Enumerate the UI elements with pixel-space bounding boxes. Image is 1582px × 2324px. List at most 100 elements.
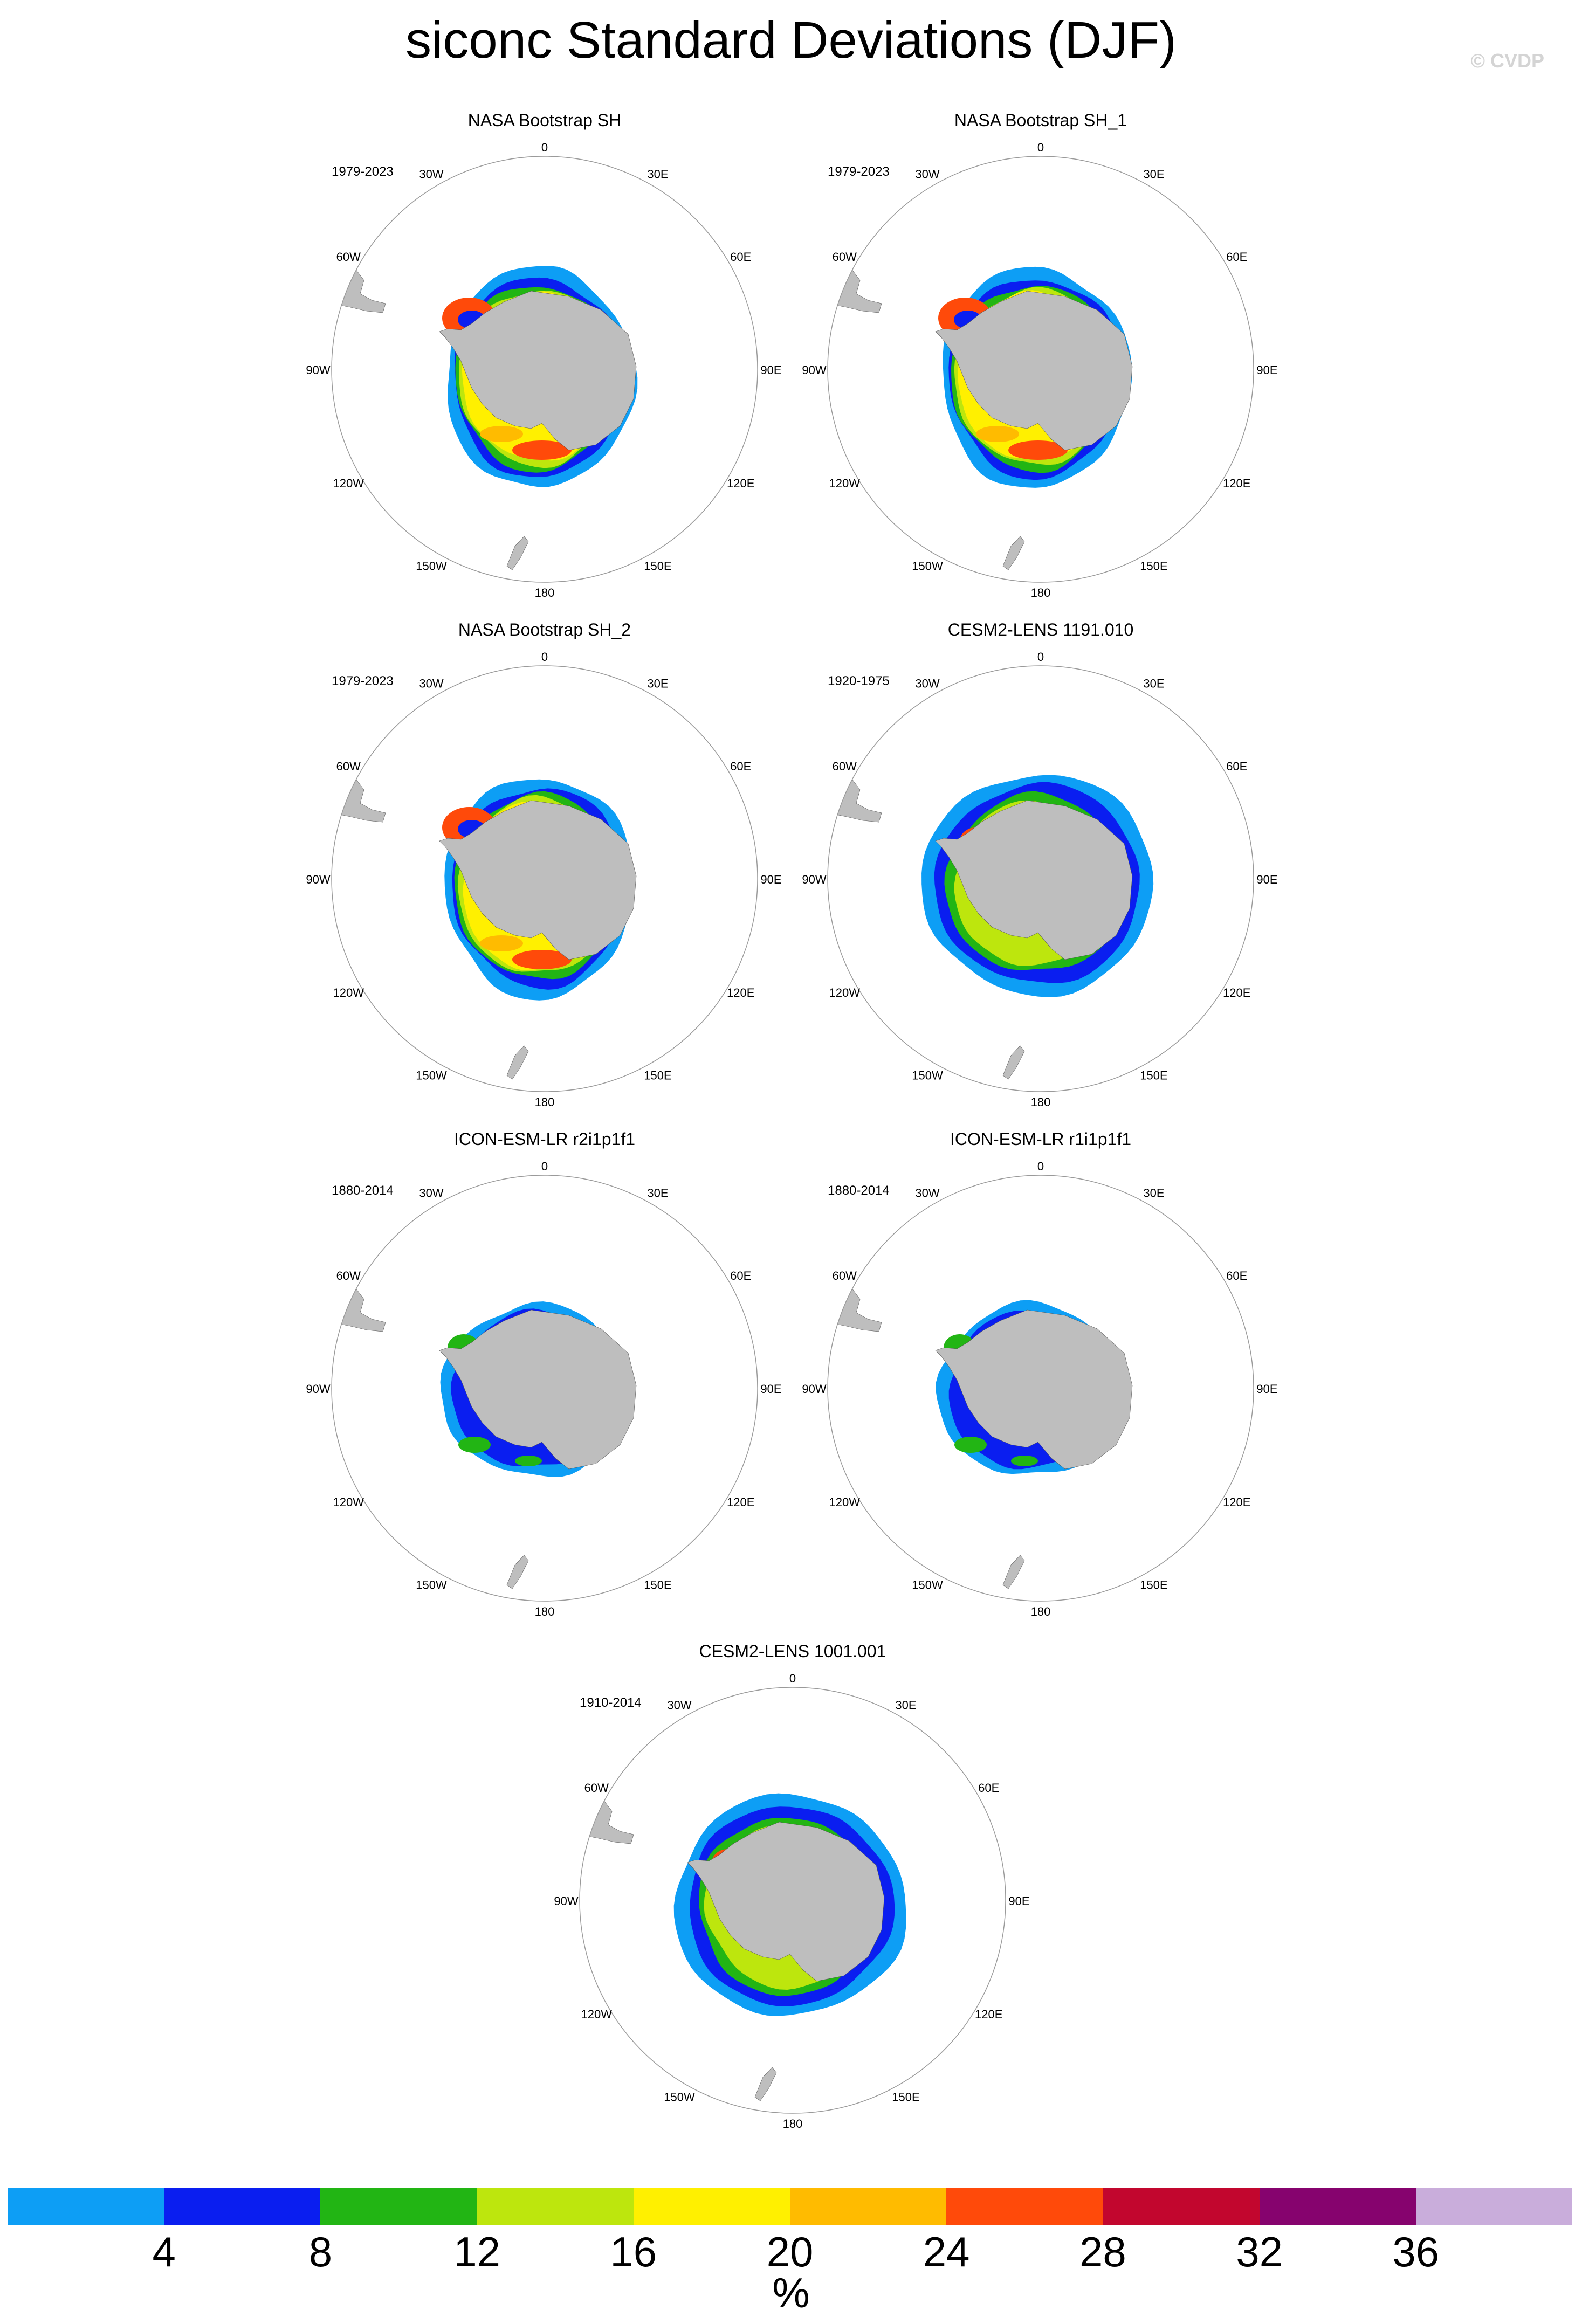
- longitude-label: 90E: [1256, 1382, 1277, 1396]
- longitude-label: 120E: [975, 2008, 1002, 2021]
- colorbar-tick-label: 16: [610, 2228, 657, 2275]
- new-zealand-landmass: [754, 2067, 777, 2101]
- longitude-label: 90W: [554, 1894, 578, 1908]
- ice-std-hotspot: [480, 935, 523, 951]
- south-america-landmass: [828, 778, 882, 823]
- colorbar-tick-label: 36: [1392, 2228, 1440, 2275]
- longitude-label: 30E: [1143, 1186, 1164, 1199]
- new-zealand-landmass: [1002, 1555, 1025, 1589]
- longitude-label: 150W: [912, 560, 943, 573]
- longitude-label: 180: [535, 1605, 555, 1618]
- colorbar-swatch: [946, 2188, 1103, 2225]
- longitude-label: 150W: [664, 2091, 695, 2104]
- cvdp-watermark: © CVDP: [1470, 50, 1544, 72]
- map-panel: CESM2-LENS 1191.010 1920-1975 0 30E 60E 90E 12…: [771, 620, 1310, 1121]
- longitude-label: 30E: [895, 1698, 916, 1712]
- longitude-label: 60E: [730, 1269, 751, 1282]
- map-panel: NASA Bootstrap SH_1 1979-2023 0 30E 60E 90E 12…: [771, 111, 1310, 612]
- colorbar-tick-label: 28: [1079, 2228, 1126, 2275]
- longitude-label: 60W: [584, 1781, 609, 1795]
- map-boundary: [827, 1175, 1254, 1602]
- sea-ice-field: [828, 1288, 1133, 1589]
- longitude-label: 0: [1037, 141, 1044, 154]
- antarctica-landmass: [935, 800, 1133, 960]
- ice-std-hotspot: [458, 1437, 491, 1453]
- longitude-label: 90W: [306, 873, 330, 886]
- longitude-label: 60W: [833, 1269, 857, 1282]
- longitude-label: 30W: [915, 677, 939, 690]
- colorbar-swatch: [320, 2188, 477, 2225]
- ice-std-hotspot: [1008, 440, 1068, 460]
- map-boundary: [827, 156, 1254, 583]
- longitude-label: 60W: [833, 760, 857, 773]
- longitude-label: 150E: [1140, 1069, 1167, 1082]
- longitude-label: 120W: [333, 986, 364, 999]
- longitude-label: 180: [535, 586, 555, 599]
- longitude-label: 0: [1037, 1160, 1044, 1173]
- panel-title: CESM2-LENS 1001.001: [699, 1642, 886, 1661]
- ice-std-hotspot: [512, 950, 572, 969]
- new-zealand-landmass: [506, 1045, 529, 1080]
- longitude-label: 30W: [667, 1698, 691, 1712]
- sea-ice-field: [828, 266, 1133, 570]
- longitude-label: 60E: [1226, 250, 1247, 264]
- longitude-label: 120W: [829, 986, 861, 999]
- longitude-label: 120W: [333, 477, 364, 490]
- map-boundary: [331, 1175, 758, 1602]
- longitude-label: 30W: [419, 1186, 443, 1199]
- longitude-label: 150W: [416, 1578, 447, 1592]
- antarctica-landmass: [439, 291, 637, 451]
- colorbar-tick-label: 32: [1236, 2228, 1283, 2275]
- colorbar-swatch: [790, 2188, 947, 2225]
- map-panel: NASA Bootstrap SH 1979-2023 0 30E 60E 90E 120E…: [275, 111, 814, 612]
- ice-std-hotspot: [480, 426, 523, 442]
- new-zealand-landmass: [506, 1555, 529, 1589]
- antarctica-landmass: [439, 800, 637, 960]
- longitude-label: 0: [541, 650, 548, 664]
- longitude-label: 150E: [644, 560, 671, 573]
- panel-period: 1910-2014: [580, 1695, 642, 1710]
- longitude-label: 60E: [1226, 760, 1247, 773]
- colorbar-swatch: [633, 2188, 790, 2225]
- longitude-label: 120E: [1223, 1495, 1250, 1509]
- longitude-label: 90E: [760, 873, 781, 886]
- colorbar-swatch: [477, 2188, 634, 2225]
- longitude-label: 30E: [1143, 167, 1164, 181]
- longitude-label: 60W: [833, 250, 857, 264]
- panel-period: 1920-1975: [828, 674, 890, 688]
- colorbar-tick-labels: 4 8 12 16 20 24 28 32 36: [8, 2228, 1572, 2276]
- longitude-label: 90E: [1008, 1894, 1029, 1908]
- longitude-label: 90E: [760, 363, 781, 377]
- longitude-label: 180: [783, 2117, 803, 2130]
- longitude-label: 60W: [336, 1269, 361, 1282]
- longitude-label: 0: [1037, 650, 1044, 664]
- longitude-label: 180: [1031, 586, 1051, 599]
- polar-map: 0 30E 60E 90E 120E 150E 180 150W 120W 90W 60W 30W: [306, 1160, 781, 1618]
- sea-ice-field: [332, 266, 638, 570]
- map-panel: CESM2-LENS 1001.001 1910-2014 0 30E 60E 90E 12…: [523, 1642, 1062, 2143]
- longitude-label: 0: [541, 141, 548, 154]
- ice-std-hotspot: [512, 440, 572, 460]
- panel-title: ICON-ESM-LR r1i1p1f1: [950, 1129, 1132, 1149]
- antarctica-landmass: [687, 1822, 885, 1982]
- antarctica-landmass: [935, 291, 1133, 451]
- colorbar-units: %: [772, 2269, 810, 2316]
- longitude-label: 120W: [333, 1495, 364, 1509]
- colorbar-tick-label: 24: [923, 2228, 970, 2275]
- longitude-label: 90E: [1256, 363, 1277, 377]
- longitude-label: 30E: [647, 1186, 668, 1199]
- colorbar-tick-label: 8: [308, 2228, 333, 2275]
- longitude-label: 60W: [336, 250, 361, 264]
- longitude-label: 120E: [727, 986, 754, 999]
- map-panel: NASA Bootstrap SH_2 1979-2023 0 30E 60E 90E 12…: [275, 620, 814, 1121]
- panel-title: NASA Bootstrap SH_1: [954, 111, 1127, 130]
- longitude-label: 90W: [802, 1382, 826, 1396]
- antarctica-landmass: [439, 1309, 637, 1470]
- longitude-label: 0: [541, 1160, 548, 1173]
- south-america-landmass: [828, 1288, 882, 1332]
- polar-map: 0 30E 60E 90E 120E 150E 180 150W 120W 90W 60W 30W: [802, 1160, 1277, 1618]
- colorbar-tick-label: 4: [152, 2228, 176, 2275]
- panel-period: 1979-2023: [828, 164, 890, 179]
- ice-std-hotspot: [1011, 1456, 1038, 1466]
- ice-std-hotspot: [976, 426, 1019, 442]
